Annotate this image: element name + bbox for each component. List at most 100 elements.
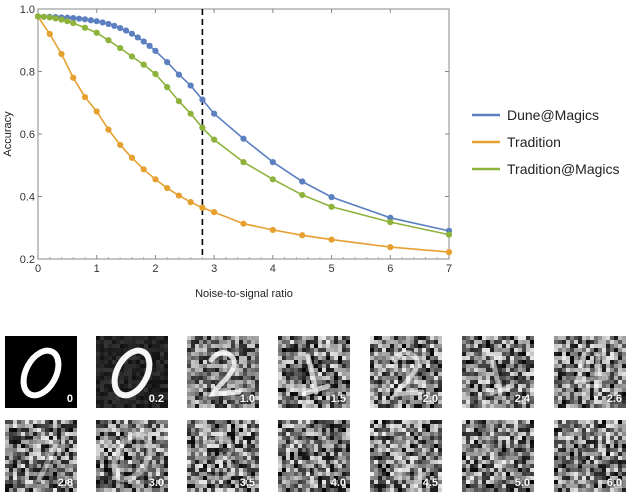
data-point [117, 44, 124, 52]
digit-image [20, 347, 62, 399]
noise-level-label: 5.0 [514, 477, 530, 489]
series-layer [34, 13, 453, 256]
data-point [81, 94, 89, 101]
chart-legend: Dune@Magics Tradition Tradition@Magics [472, 107, 620, 177]
y-tick-label: 0.6 [20, 129, 35, 141]
data-point [328, 203, 335, 210]
series-line [37, 16, 450, 253]
digit-image [5, 420, 77, 492]
digit-image [554, 336, 626, 408]
data-point [128, 154, 136, 161]
x-tick-label: 1 [94, 263, 100, 275]
data-point [387, 214, 394, 221]
data-point [70, 74, 77, 81]
noise-level-label: 2.8 [57, 477, 73, 489]
data-point [93, 108, 100, 115]
y-tick-label: 1.0 [20, 4, 35, 16]
noisy-digit-example: 4.5 [370, 420, 442, 492]
data-point [187, 82, 194, 89]
legend-label: Tradition [507, 134, 561, 150]
noisy-digit-example: 6.0 [554, 420, 626, 492]
x-tick-label: 4 [270, 263, 276, 275]
data-point [445, 249, 453, 256]
x-axis-title: Noise-to-signal ratio [195, 288, 293, 300]
data-point [117, 141, 124, 149]
data-point [387, 219, 394, 226]
x-tick-label: 2 [152, 263, 158, 275]
chart-axes: 0 1 2 3 4 5 6 7 0.2 0.4 0.6 0.8 1.0 [20, 4, 452, 275]
data-point [58, 50, 65, 58]
noise-level-label: 4.0 [330, 477, 346, 489]
noisy-digit-example: 3.5 [187, 420, 259, 492]
digit-image [462, 336, 534, 408]
data-point [105, 37, 112, 44]
data-point [445, 231, 453, 238]
digit-image [554, 420, 626, 492]
x-tick-label: 5 [329, 263, 335, 275]
series-line [37, 15, 450, 236]
data-point [240, 135, 247, 142]
data-point [175, 98, 183, 105]
data-point [93, 18, 100, 25]
data-point [199, 204, 206, 211]
x-tick-label: 7 [446, 263, 452, 275]
data-point [81, 16, 89, 23]
data-point [199, 124, 206, 131]
x-tick-label: 6 [387, 263, 393, 275]
digit-image [96, 420, 168, 492]
data-point [87, 17, 94, 24]
data-point [175, 71, 183, 78]
data-point [46, 14, 53, 21]
noisy-digit-example: 3.0 [96, 420, 168, 492]
y-tick-label: 0.2 [20, 254, 35, 266]
data-point [81, 24, 89, 31]
noisy-digit-example: 4.0 [278, 420, 350, 492]
noise-level-label: 3.0 [148, 477, 164, 489]
data-point [211, 136, 218, 143]
data-point [99, 19, 106, 26]
data-point [240, 220, 247, 227]
data-point [122, 27, 130, 34]
data-point [52, 15, 59, 22]
data-point [387, 244, 394, 251]
noisy-digit-example: 0.2 [96, 336, 168, 408]
noisy-digit-example: 2.0 [370, 336, 442, 408]
x-tick-label: 0 [35, 263, 41, 275]
data-point [93, 29, 100, 36]
data-point [58, 16, 65, 23]
noise-level-label: 0 [66, 393, 73, 405]
data-point [140, 166, 147, 173]
digit-image [187, 420, 259, 492]
digit-image [187, 336, 259, 408]
noise-level-label: 2.0 [422, 393, 438, 405]
data-point [140, 38, 147, 45]
data-point [128, 30, 136, 37]
data-point [134, 34, 141, 41]
data-point [269, 226, 276, 234]
data-point [152, 176, 159, 183]
data-point [187, 199, 194, 206]
data-point [164, 84, 171, 91]
data-point [152, 47, 159, 54]
legend-label: Dune@Magics [507, 107, 599, 123]
data-point [117, 24, 124, 32]
data-point [164, 184, 171, 192]
series-tradition-magics [34, 13, 453, 238]
noise-level-label: 6.0 [606, 477, 622, 489]
data-point [164, 59, 171, 66]
data-point [140, 61, 147, 68]
data-point [40, 13, 47, 20]
data-point [105, 20, 112, 28]
data-point [111, 22, 118, 29]
data-point [269, 159, 276, 166]
noise-level-label: 1.0 [239, 393, 255, 405]
digit-image [462, 420, 534, 492]
data-point [211, 209, 218, 216]
noise-level-label: 2.4 [514, 393, 530, 405]
noisy-digit-example: 2.6 [554, 336, 626, 408]
digit-image [278, 420, 350, 492]
x-tick-label: 3 [211, 263, 217, 275]
noisy-digit-example: 2.4 [462, 336, 534, 408]
data-point [299, 178, 306, 185]
digit-image [278, 336, 350, 408]
